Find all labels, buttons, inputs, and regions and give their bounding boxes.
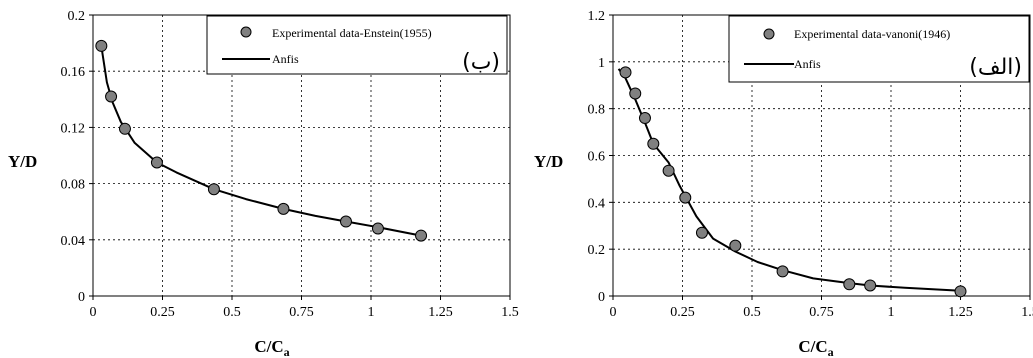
y-axis-label: Y/D	[8, 152, 37, 171]
data-point	[415, 229, 428, 242]
y-axis-label: Y/D	[534, 152, 563, 171]
data-point	[371, 222, 384, 235]
x-axis-label: C/Ca	[798, 337, 833, 358]
y-tick-label: 0.08	[61, 178, 86, 193]
data-point	[207, 183, 220, 196]
data-point	[105, 90, 118, 103]
y-tick-labels: 0 0.2 0.4 0.6 0.8 1 1.2	[588, 9, 606, 305]
data-point	[679, 191, 692, 204]
x-tick-label: 0.75	[289, 305, 314, 320]
data-point	[647, 137, 660, 150]
x-axis-label: C/Ca	[254, 337, 289, 358]
legend: Experimental data-vanoni(1946) Anfis (ال…	[728, 15, 1030, 83]
data-point	[776, 265, 789, 278]
data-point	[118, 122, 131, 135]
data-point	[277, 202, 290, 215]
chart-enstein: 0 0.04 0.08 0.12 0.16 0.2 0 0.25 0.5 0.75 1 1.25 1.…	[8, 9, 519, 358]
data-point	[619, 66, 632, 79]
legend-label-anfis: Anfis	[794, 57, 821, 71]
x-tick-label: 1.5	[501, 305, 519, 320]
x-tick-label: 1.5	[1021, 305, 1033, 320]
x-tick-label: 0	[610, 305, 617, 320]
legend-label-anfis: Anfis	[272, 52, 299, 66]
x-tick-label: 0.25	[150, 305, 175, 320]
y-tick-label: 0.6	[588, 150, 606, 165]
legend-marker-experimental	[240, 26, 252, 38]
data-point	[95, 39, 108, 52]
legend-label-experimental: Experimental data-vanoni(1946)	[794, 27, 950, 41]
legend-label-experimental: Experimental data-Enstein(1955)	[272, 26, 432, 40]
y-tick-label: 0.04	[61, 234, 86, 249]
y-tick-label: 1	[598, 56, 605, 71]
data-point	[339, 215, 352, 228]
data-point	[150, 156, 163, 169]
x-tick-label: 1	[368, 305, 375, 320]
x-tick-label: 0	[90, 305, 97, 320]
data-point	[662, 164, 675, 177]
panel-label: (الف)	[969, 55, 1022, 80]
y-tick-label: 0.4	[588, 196, 606, 211]
data-point	[864, 279, 877, 292]
x-tick-label: 1	[888, 305, 895, 320]
panel-label: (ب)	[462, 50, 500, 75]
data-point	[629, 87, 642, 100]
legend-box	[206, 15, 508, 75]
data-point	[843, 278, 856, 291]
legend: Experimental data-Enstein(1955) Anfis (ب…	[206, 15, 508, 75]
data-point	[954, 285, 967, 298]
y-tick-label: 0	[78, 290, 85, 305]
chart-vanoni: 0 0.2 0.4 0.6 0.8 1 1.2 0 0.25 0.5 0.75 1 1.25 1.5 Y…	[534, 9, 1033, 358]
y-tick-label: 0.12	[61, 121, 86, 136]
data-point	[729, 239, 742, 252]
x-tick-label: 1.25	[428, 305, 453, 320]
y-tick-label: 0.8	[588, 103, 606, 118]
y-tick-label: 1.2	[588, 9, 606, 24]
data-point	[638, 112, 651, 125]
x-tick-label: 0.75	[809, 305, 834, 320]
y-tick-label: 0.16	[61, 65, 86, 80]
x-tick-label: 0.5	[223, 305, 241, 320]
x-tick-labels: 0 0.25 0.5 0.75 1 1.25 1.5	[610, 305, 1033, 320]
y-tick-labels: 0 0.04 0.08 0.12 0.16 0.2	[61, 9, 86, 305]
x-tick-label: 0.5	[743, 305, 761, 320]
x-tick-label: 1.25	[948, 305, 973, 320]
legend-marker-experimental	[763, 28, 775, 40]
y-tick-label: 0	[598, 290, 605, 305]
x-tick-labels: 0 0.25 0.5 0.75 1 1.25 1.5	[90, 305, 519, 320]
y-tick-label: 0.2	[588, 243, 606, 258]
series-marks	[95, 39, 428, 242]
legend-box	[728, 15, 1030, 83]
y-tick-label: 0.2	[68, 9, 86, 24]
x-tick-label: 0.25	[670, 305, 695, 320]
data-point	[695, 226, 708, 239]
series-marks	[617, 66, 967, 298]
